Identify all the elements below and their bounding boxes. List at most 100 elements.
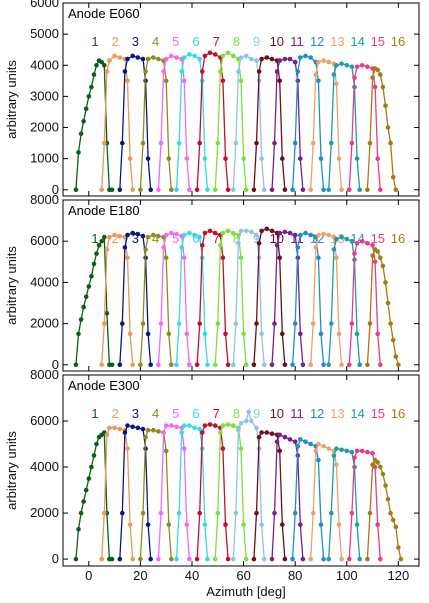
data-point <box>197 510 202 516</box>
data-point <box>151 55 156 60</box>
data-point <box>174 424 179 430</box>
data-point <box>354 448 360 454</box>
data-point <box>261 362 267 368</box>
data-point <box>298 232 303 238</box>
data-point <box>329 321 334 326</box>
x-axis-title: Azimuth [deg] <box>206 584 286 599</box>
series-label-10: 10 <box>270 406 284 421</box>
series-label-13: 13 <box>330 34 344 49</box>
data-point <box>218 430 223 435</box>
series-label-16: 16 <box>391 231 405 246</box>
data-point <box>269 431 275 437</box>
data-point <box>321 556 326 562</box>
data-point <box>122 69 128 74</box>
data-point <box>143 247 148 252</box>
series-line-10 <box>253 56 286 190</box>
data-point <box>187 423 192 428</box>
data-point <box>145 56 151 62</box>
data-point <box>310 321 316 326</box>
series-line-13 <box>310 233 343 365</box>
data-point <box>140 56 146 62</box>
data-point <box>287 437 293 442</box>
data-point <box>339 556 344 562</box>
data-point <box>372 259 378 265</box>
data-point <box>365 556 370 562</box>
data-point <box>334 255 339 260</box>
data-point <box>310 510 316 516</box>
data-point <box>383 483 388 488</box>
series-label-12: 12 <box>310 34 324 49</box>
data-point <box>331 453 337 458</box>
data-point <box>339 362 344 368</box>
data-point <box>365 64 370 70</box>
data-point <box>277 230 283 236</box>
data-point <box>120 321 125 326</box>
data-point <box>259 430 264 435</box>
data-point <box>205 556 210 562</box>
data-point <box>380 471 386 477</box>
data-point <box>117 362 123 368</box>
y-tick-label: 6000 <box>30 413 59 428</box>
data-point <box>169 362 174 368</box>
y-tick-label: 4000 <box>30 459 59 474</box>
data-point <box>96 243 102 248</box>
data-point <box>274 439 280 445</box>
data-point <box>243 187 249 193</box>
data-point <box>231 53 236 59</box>
data-point <box>174 187 179 193</box>
x-tick-label: 80 <box>288 568 302 583</box>
data-point <box>94 251 99 256</box>
series-label-2: 2 <box>112 231 119 246</box>
series-label-9: 9 <box>253 34 260 49</box>
data-point <box>295 444 301 449</box>
data-point <box>249 56 254 62</box>
data-point <box>220 255 226 260</box>
data-point <box>197 234 202 240</box>
data-point <box>298 55 303 60</box>
data-point <box>290 362 295 368</box>
y-tick-label: 6000 <box>30 233 59 248</box>
series-line-14 <box>328 63 361 190</box>
data-point <box>280 331 285 337</box>
data-point <box>78 131 84 136</box>
panel-title: Anode E300 <box>68 378 140 393</box>
data-point <box>76 331 81 337</box>
data-point <box>200 69 205 74</box>
data-point <box>308 441 314 447</box>
data-point <box>316 457 321 463</box>
data-point <box>372 84 378 90</box>
data-point <box>169 53 174 59</box>
data-point <box>277 78 283 84</box>
data-point <box>125 232 130 238</box>
data-point <box>256 241 262 246</box>
data-point <box>300 556 306 562</box>
data-point <box>125 78 130 84</box>
series-label-5: 5 <box>172 406 179 421</box>
data-point <box>249 229 254 235</box>
data-point <box>156 233 161 239</box>
data-point <box>292 232 298 238</box>
data-point <box>339 447 344 453</box>
data-point <box>331 247 337 252</box>
data-point <box>130 53 135 59</box>
data-point <box>349 64 355 70</box>
data-point <box>202 230 208 236</box>
x-tick-label: 100 <box>336 568 358 583</box>
data-point <box>329 510 334 516</box>
data-point <box>367 321 373 326</box>
data-point <box>359 63 365 68</box>
data-point <box>102 510 107 516</box>
series-line-5 <box>157 55 191 190</box>
data-point <box>158 321 164 326</box>
data-point <box>181 55 187 60</box>
data-point <box>179 430 184 435</box>
data-point <box>378 556 383 562</box>
data-point <box>140 510 146 516</box>
data-point <box>329 140 334 146</box>
data-point <box>336 331 342 337</box>
data-point <box>378 187 383 193</box>
data-point <box>233 140 239 146</box>
data-point <box>145 156 151 161</box>
data-point <box>104 311 110 316</box>
